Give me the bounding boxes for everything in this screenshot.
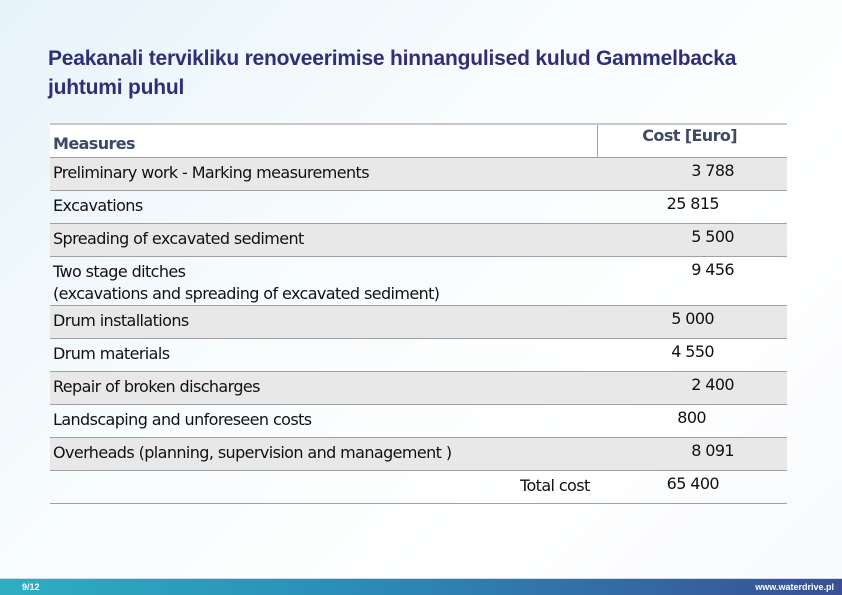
header-measures: Measures <box>53 134 136 153</box>
cost-cell: 800 <box>677 408 706 427</box>
total-value: 65 400 <box>666 474 720 493</box>
measure-cell: Drum installations <box>53 311 189 330</box>
table-row: Preliminary work - Marking measurements 3… <box>50 158 787 191</box>
table-row: Drum installations 5 000 <box>50 306 787 339</box>
cost-cell: 3 788 <box>691 161 734 180</box>
cost-cell: 4 550 <box>671 342 714 361</box>
table-row: Spreading of excavated sediment 5 500 <box>50 224 787 257</box>
table-row: Two stage ditches (excavations and spread… <box>50 257 787 306</box>
table-row: Landscaping and unforeseen costs 800 <box>50 405 787 438</box>
cost-cell: 5 500 <box>691 227 734 246</box>
table-row: Overheads (planning, supervision and man… <box>50 438 787 471</box>
measure-cell: Overheads (planning, supervision and man… <box>53 443 452 462</box>
measure-cell: Landscaping and unforeseen costs <box>53 410 312 429</box>
cost-cell: 9 456 <box>691 260 734 279</box>
table-header: Measures Cost [Euro] <box>50 125 787 158</box>
total-row: Total cost 65 400 <box>50 471 787 504</box>
cost-cell: 25 815 <box>666 194 720 213</box>
measure-cell: Excavations <box>53 196 143 215</box>
measure-cell: Preliminary work - Marking measurements <box>53 163 370 182</box>
measure-cell: Repair of broken discharges <box>53 377 260 396</box>
header-cost: Cost [Euro] <box>597 125 787 157</box>
measure-cell: Spreading of excavated sediment <box>53 229 304 248</box>
table-row: Drum materials 4 550 <box>50 339 787 372</box>
cost-cell: 8 091 <box>691 441 734 460</box>
cost-cell: 2 400 <box>691 375 734 394</box>
page-title: Peakanali tervikliku renoveerimise hinna… <box>48 47 737 99</box>
cost-cell: 5 000 <box>671 309 714 328</box>
cost-table: Measures Cost [Euro] Preliminary work - … <box>50 123 787 504</box>
measure-cell-line2: (excavations and spreading of excavated … <box>53 284 440 303</box>
measure-cell: Drum materials <box>53 344 170 363</box>
footer-bar: 9/12 www.waterdrive.pl <box>0 578 842 595</box>
table-row: Excavations 25 815 <box>50 191 787 224</box>
page-number: 9/12 <box>22 582 40 592</box>
measure-cell: Two stage ditches <box>53 262 186 281</box>
total-label: Total cost <box>520 476 590 495</box>
website-link[interactable]: www.waterdrive.pl <box>755 582 834 592</box>
table-row: Repair of broken discharges 2 400 <box>50 372 787 405</box>
